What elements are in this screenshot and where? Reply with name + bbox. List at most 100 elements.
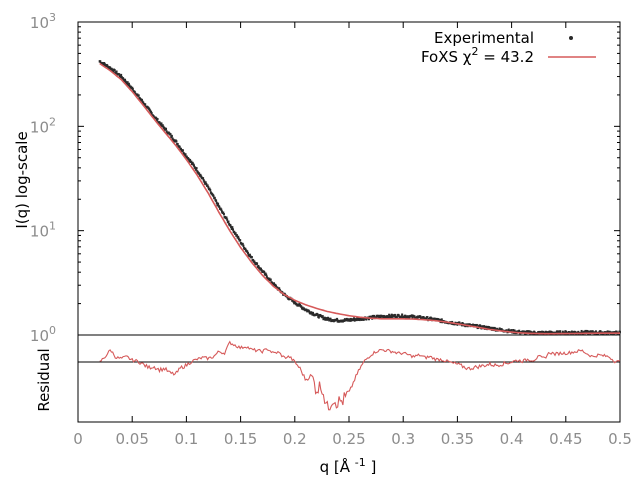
experimental-point — [207, 186, 210, 189]
experimental-point — [479, 324, 482, 327]
legend-foxs-suffix: = 43.2 — [478, 48, 534, 66]
experimental-point — [343, 319, 346, 322]
experimental-point — [159, 122, 162, 125]
experimental-point — [407, 315, 410, 318]
experimental-point — [586, 330, 589, 333]
y-tick-label: 103 — [30, 11, 56, 32]
experimental-point — [413, 315, 416, 318]
experimental-point — [584, 329, 587, 333]
x-tick-label: 0.45 — [549, 430, 582, 448]
experimental-point — [109, 66, 112, 69]
experimental-point — [212, 194, 215, 198]
experimental-point — [120, 73, 123, 77]
experimental-point — [293, 300, 296, 303]
experimental-point — [321, 315, 324, 318]
experimental-point — [242, 244, 245, 248]
experimental-point — [548, 330, 551, 333]
experimental-point — [227, 220, 230, 223]
y-tick-label: 101 — [30, 220, 56, 241]
experimental-point — [230, 225, 233, 229]
x-tick-label: 0.1 — [174, 430, 198, 448]
y-tick-base: 10 — [30, 223, 49, 241]
experimental-point — [165, 127, 168, 131]
experimental-point — [404, 314, 407, 318]
experimental-point — [101, 62, 104, 65]
experimental-point — [395, 316, 398, 319]
experimental-point — [194, 166, 197, 170]
experimental-point — [102, 63, 105, 67]
experimental-point — [137, 94, 140, 97]
experimental-point — [184, 153, 187, 156]
experimental-point — [421, 317, 424, 320]
x-tick-label: 0.15 — [224, 430, 257, 448]
experimental-point — [120, 75, 123, 79]
experimental-point — [594, 330, 597, 333]
experimental-point — [131, 87, 134, 91]
experimental-point — [358, 317, 361, 320]
experimental-point — [233, 230, 236, 234]
experimental-point — [195, 167, 198, 170]
x-label-main: q [Å — [320, 457, 355, 476]
experimental-point — [577, 330, 580, 334]
experimental-point — [176, 142, 179, 146]
experimental-point — [491, 326, 494, 330]
experimental-point — [122, 78, 125, 81]
experimental-point — [518, 329, 521, 333]
experimental-point — [122, 77, 125, 80]
experimental-point — [362, 318, 365, 321]
experimental-point — [507, 328, 510, 331]
experimental-point — [456, 323, 459, 326]
experimental-point — [393, 313, 396, 317]
legend-foxs-main: FoXS χ — [421, 48, 472, 66]
residual-axis-label: Residual — [35, 348, 53, 411]
experimental-point — [209, 188, 212, 192]
experimental-point — [591, 330, 594, 333]
experimental-point — [379, 314, 382, 318]
experimental-point — [119, 75, 122, 78]
experimental-point — [305, 308, 308, 312]
experimental-point — [220, 208, 223, 211]
foxs-fit-series — [99, 62, 620, 335]
experimental-point — [410, 314, 413, 317]
experimental-point — [246, 250, 249, 253]
experimental-point — [401, 313, 404, 316]
experimental-point — [170, 134, 173, 138]
experimental-point — [133, 90, 136, 94]
experimental-point — [565, 330, 568, 334]
experimental-point — [390, 313, 393, 317]
experimental-point — [500, 328, 503, 331]
experimental-point — [165, 130, 168, 133]
experimental-point — [311, 313, 314, 316]
experimental-point — [199, 173, 202, 177]
experimental-point — [355, 318, 358, 322]
x-label-sup: -1 — [355, 456, 366, 469]
experimental-point — [397, 314, 400, 317]
experimental-point — [175, 140, 178, 143]
experimental-point — [561, 330, 564, 334]
x-tick-label: 0.5 — [608, 430, 632, 448]
experimental-point — [169, 133, 172, 136]
experimental-point — [159, 124, 162, 127]
y-tick-label: 102 — [30, 115, 56, 136]
experimental-point — [234, 232, 237, 235]
experimental-point — [440, 318, 443, 321]
experimental-point — [106, 64, 109, 68]
experimental-point — [144, 103, 147, 106]
legend-marker-experimental — [569, 36, 573, 40]
x-axis-label: q [Å -1 ] — [320, 456, 377, 476]
experimental-point — [370, 315, 373, 318]
experimental-point — [215, 201, 218, 205]
experimental-point — [274, 284, 277, 288]
residual-series — [99, 340, 621, 411]
experimental-point — [128, 84, 131, 87]
experimental-point — [619, 330, 621, 334]
experimental-point — [208, 187, 211, 191]
experimental-point — [257, 264, 260, 268]
experimental-point — [609, 332, 612, 336]
upper-frame-border — [77, 21, 621, 336]
experimental-point — [458, 321, 461, 324]
upper-plot-frame — [77, 21, 621, 336]
x-tick-label: 0.25 — [332, 430, 365, 448]
